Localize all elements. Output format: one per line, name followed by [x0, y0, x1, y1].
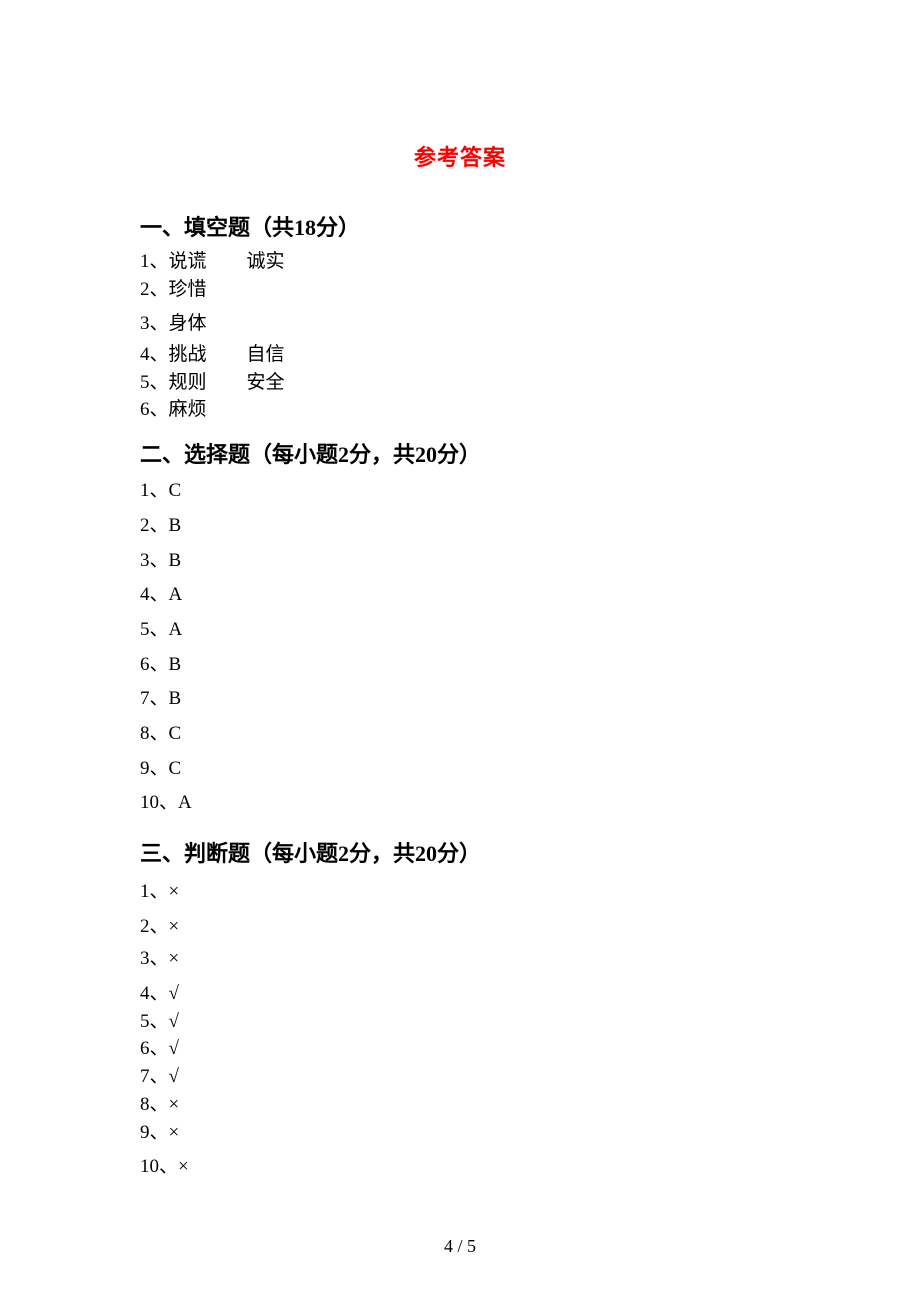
choice-item-6: 6、B	[140, 653, 780, 678]
answer-text: 安全	[247, 372, 285, 393]
item-num: 9	[140, 1122, 150, 1143]
choice-item-5: 5、A	[140, 618, 780, 643]
item-num: 1	[140, 881, 150, 902]
choice-item-10: 10、A	[140, 791, 780, 816]
item-num: 5	[140, 372, 150, 393]
answer-text: ×	[169, 1122, 180, 1143]
fill-item-1: 1、说谎诚实	[140, 250, 780, 275]
answer-text: C	[169, 758, 182, 779]
item-num: 2	[140, 515, 150, 536]
item-num: 7	[140, 1066, 150, 1087]
answer-text: 珍惜	[169, 279, 207, 300]
section-1-header: 一、填空题（共18分）	[140, 210, 780, 242]
judge-item-1: 1、×	[140, 880, 780, 905]
item-num: 9	[140, 758, 150, 779]
choice-item-2: 2、B	[140, 514, 780, 539]
answer-text: A	[178, 792, 192, 813]
answer-text: C	[169, 480, 182, 501]
answer-text: ×	[178, 1156, 189, 1177]
item-num: 10	[140, 792, 159, 813]
answer-text: √	[169, 1011, 179, 1032]
item-num: 7	[140, 688, 150, 709]
answer-text: A	[169, 584, 183, 605]
answer-text: √	[169, 1066, 179, 1087]
answer-text: B	[169, 550, 182, 571]
fill-item-4: 4、挑战自信	[140, 343, 780, 368]
answer-text: √	[169, 1038, 179, 1059]
item-num: 4	[140, 344, 150, 365]
answer-text: ×	[169, 1094, 180, 1115]
answer-text: √	[169, 983, 179, 1004]
item-num: 6	[140, 654, 150, 675]
item-num: 3	[140, 313, 150, 334]
answer-text: 麻烦	[169, 399, 207, 420]
item-num: 6	[140, 1038, 150, 1059]
item-num: 1	[140, 251, 150, 272]
fill-item-3: 3、身体	[140, 312, 780, 337]
answer-text: ×	[169, 881, 180, 902]
item-num: 2	[140, 916, 150, 937]
answer-text: 规则	[169, 372, 207, 393]
item-num: 3	[140, 550, 150, 571]
item-num: 6	[140, 399, 150, 420]
choice-item-4: 4、A	[140, 583, 780, 608]
answer-text: 自信	[247, 344, 285, 365]
answer-text: 说谎	[169, 251, 207, 272]
page-content: 参考答案 一、填空题（共18分） 1、说谎诚实 2、珍惜 3、身体 4、挑战自信…	[0, 0, 920, 1180]
answer-text: 诚实	[247, 251, 285, 272]
answer-text: B	[169, 515, 182, 536]
section-2-header: 二、选择题（每小题2分，共20分）	[140, 437, 780, 469]
choice-item-7: 7、B	[140, 687, 780, 712]
item-num: 5	[140, 1011, 150, 1032]
page-number: 4 / 5	[0, 1236, 920, 1257]
answer-text: B	[169, 654, 182, 675]
judge-item-6: 6、√	[140, 1037, 780, 1062]
item-num: 8	[140, 723, 150, 744]
item-num: 1	[140, 480, 150, 501]
item-num: 4	[140, 983, 150, 1004]
answer-text: ×	[169, 948, 180, 969]
answer-text: B	[169, 688, 182, 709]
item-num: 3	[140, 948, 150, 969]
judge-item-9: 9、×	[140, 1121, 780, 1146]
item-num: 5	[140, 619, 150, 640]
answer-text: 身体	[169, 313, 207, 334]
item-num: 4	[140, 584, 150, 605]
fill-item-2: 2、珍惜	[140, 278, 780, 303]
judge-item-4: 4、√	[140, 982, 780, 1007]
page-title: 参考答案	[140, 140, 780, 172]
choice-item-8: 8、C	[140, 722, 780, 747]
choice-item-1: 1、C	[140, 479, 780, 504]
answer-text: A	[169, 619, 183, 640]
judge-item-10: 10、×	[140, 1155, 780, 1180]
fill-item-5: 5、规则安全	[140, 371, 780, 396]
answer-text: 挑战	[169, 344, 207, 365]
judge-item-3: 3、×	[140, 947, 780, 972]
item-num: 8	[140, 1094, 150, 1115]
section-3-header: 三、判断题（每小题2分，共20分）	[140, 836, 780, 868]
choice-item-9: 9、C	[140, 757, 780, 782]
answer-text: ×	[169, 916, 180, 937]
fill-item-6: 6、麻烦	[140, 398, 780, 423]
judge-item-8: 8、×	[140, 1093, 780, 1118]
judge-item-2: 2、×	[140, 915, 780, 940]
choice-item-3: 3、B	[140, 549, 780, 574]
judge-item-7: 7、√	[140, 1065, 780, 1090]
judge-item-5: 5、√	[140, 1010, 780, 1035]
item-num: 10	[140, 1156, 159, 1177]
answer-text: C	[169, 723, 182, 744]
item-num: 2	[140, 279, 150, 300]
